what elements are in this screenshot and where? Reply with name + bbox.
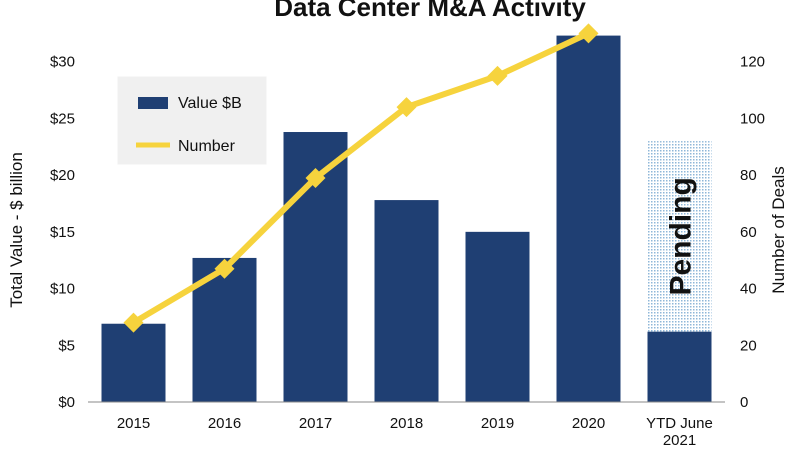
bar bbox=[465, 231, 530, 402]
y2-tick-label: 120 bbox=[740, 54, 765, 71]
right-axis-ticks: 0 20 40 60 80 100 120 bbox=[740, 54, 765, 411]
y-axis-label: Total Value - $ billion bbox=[7, 152, 26, 308]
legend-bar-swatch bbox=[138, 97, 168, 109]
pending-area bbox=[647, 141, 712, 332]
line-series bbox=[123, 23, 599, 333]
y2-tick-label: 0 bbox=[740, 394, 748, 411]
legend-line-label: Number bbox=[178, 138, 236, 155]
category-labels: 2015 2016 2017 2018 2019 2020 YTD June 2021 bbox=[117, 415, 713, 449]
y2-tick-label: 100 bbox=[740, 110, 765, 127]
legend: Value $B Number bbox=[117, 76, 267, 165]
legend-bar-label: Value $B bbox=[178, 95, 242, 112]
x-tick-label: 2015 bbox=[117, 415, 150, 432]
y-tick-label: $20 bbox=[50, 167, 75, 184]
line-point bbox=[487, 65, 508, 86]
y2-tick-label: 20 bbox=[740, 337, 757, 354]
y-tick-label: $0 bbox=[58, 394, 75, 411]
pending-region: Pending bbox=[647, 141, 712, 332]
x-tick-label: 2016 bbox=[208, 415, 241, 432]
y-tick-label: $5 bbox=[58, 337, 75, 354]
x-tick-label: 2017 bbox=[299, 415, 332, 432]
y-tick-label: $15 bbox=[50, 224, 75, 241]
line-point bbox=[123, 312, 144, 333]
bar bbox=[101, 323, 166, 402]
line-path bbox=[131, 30, 590, 326]
y2-tick-label: 80 bbox=[740, 167, 757, 184]
x-tick-label: 2019 bbox=[481, 415, 514, 432]
chart-title: Data Center M&A Activity bbox=[274, 0, 586, 22]
bar bbox=[374, 200, 439, 402]
line-point bbox=[578, 23, 599, 44]
legend-box bbox=[117, 76, 267, 165]
x-tick-label: 2020 bbox=[572, 415, 605, 432]
line-point bbox=[396, 97, 417, 118]
y2-axis-label: Number of Deals bbox=[769, 166, 788, 294]
y-tick-label: $10 bbox=[50, 281, 75, 298]
bar bbox=[647, 331, 712, 402]
pending-label: Pending bbox=[665, 177, 698, 295]
x-tick-label: 2018 bbox=[390, 415, 423, 432]
x-tick-label: YTD June 2021 bbox=[646, 415, 713, 449]
y-tick-label: $30 bbox=[50, 54, 75, 71]
line-point bbox=[214, 258, 235, 279]
left-axis-ticks: $0 $5 $10 $15 $20 $25 $30 bbox=[50, 54, 75, 411]
line-point bbox=[305, 167, 326, 188]
bar bbox=[556, 35, 621, 403]
y-tick-label: $25 bbox=[50, 110, 75, 127]
y2-tick-label: 60 bbox=[740, 224, 757, 241]
y2-tick-label: 40 bbox=[740, 281, 757, 298]
